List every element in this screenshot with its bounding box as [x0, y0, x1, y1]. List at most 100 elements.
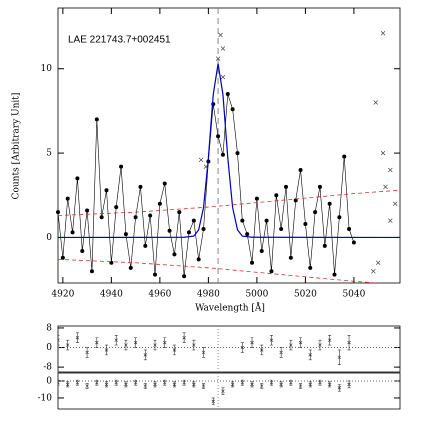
- data-point: [250, 260, 255, 265]
- error-bar: [192, 339, 196, 351]
- y-tick-label: 8: [46, 323, 52, 333]
- error-bar: [240, 342, 245, 353]
- masked-point: [371, 268, 376, 274]
- y-tick-label: 0: [46, 343, 52, 353]
- data-point: [332, 272, 337, 277]
- error-bar: [124, 381, 128, 388]
- plot-frame: [57, 325, 401, 373]
- data-point: [313, 210, 318, 215]
- plot-frame: [57, 7, 401, 284]
- error-bar: [289, 339, 293, 351]
- data-point: [186, 230, 191, 235]
- data-point: [308, 265, 313, 270]
- error-curve: [58, 189, 400, 216]
- data-point: [293, 198, 298, 203]
- error-bar: [308, 381, 312, 388]
- error-bar: [279, 381, 283, 388]
- y-tick-label: 0: [46, 233, 52, 243]
- error-bar: [124, 339, 128, 351]
- error-bar: [308, 349, 312, 361]
- x-tick-label: 4920: [51, 290, 74, 300]
- data-point: [259, 248, 264, 253]
- error-bar: [337, 349, 342, 365]
- data-point: [351, 240, 356, 245]
- data-point: [298, 167, 303, 172]
- data-point: [99, 215, 104, 220]
- data-point: [254, 196, 259, 201]
- error-bar: [85, 383, 89, 389]
- error-bar: [201, 347, 206, 358]
- data-point: [317, 184, 322, 189]
- error-bar: [65, 381, 70, 388]
- error-bar: [279, 347, 283, 358]
- masked-point: [203, 164, 209, 169]
- data-point: [80, 248, 85, 253]
- x-tick-label: 5000: [245, 290, 268, 300]
- data-point: [89, 269, 94, 274]
- error-bar: [153, 339, 157, 351]
- chart-title: LAE 221743.7+002451: [68, 35, 171, 46]
- data-point: [322, 243, 327, 248]
- y-axis-label: Counts [Arbitrary Unit]: [12, 93, 22, 200]
- data-point: [60, 255, 65, 260]
- data-point: [153, 272, 158, 277]
- error-bar: [163, 337, 167, 348]
- error-bar: [211, 397, 215, 406]
- masked-point: [373, 100, 378, 105]
- data-point: [225, 92, 230, 97]
- data-point: [85, 208, 90, 213]
- masked-point: [215, 56, 221, 61]
- data-point: [123, 232, 128, 237]
- error-bar: [85, 347, 89, 358]
- error-bar: [182, 379, 186, 386]
- error-bar: [58, 334, 60, 346]
- data-point: [119, 164, 124, 169]
- data-point: [104, 188, 109, 193]
- error-bar: [153, 381, 157, 388]
- data-point: [167, 228, 172, 233]
- data-point: [94, 117, 99, 122]
- masked-point: [383, 184, 388, 190]
- error-bar: [133, 379, 138, 386]
- data-point: [162, 181, 167, 186]
- data-point: [245, 232, 250, 237]
- error-bar: [104, 381, 109, 388]
- y-tick-label: 0: [46, 376, 52, 386]
- error-bar: [289, 379, 293, 386]
- error-bar: [221, 387, 225, 395]
- error-bar: [143, 349, 148, 361]
- error-bar: [143, 383, 148, 389]
- data-point: [65, 196, 70, 201]
- error-bar: [260, 383, 264, 389]
- error-bar: [182, 332, 186, 343]
- y-tick-label: -10: [38, 393, 53, 403]
- data-point: [75, 176, 80, 181]
- x-tick-label: 4960: [148, 290, 171, 300]
- error-bar: [298, 383, 303, 389]
- fit-line: [58, 63, 400, 239]
- error-bar: [163, 379, 167, 386]
- error-bar: [347, 334, 351, 351]
- data-point: [240, 218, 245, 223]
- error-bar: [269, 334, 274, 346]
- x-tick-label: 4980: [197, 290, 220, 300]
- error-bar: [337, 384, 342, 392]
- data-point: [230, 107, 235, 112]
- data-point: [128, 265, 133, 270]
- x-tick-label: 4940: [100, 290, 123, 300]
- error-bar: [172, 344, 177, 356]
- y-tick-label: 10: [41, 64, 53, 74]
- data-point: [56, 210, 60, 215]
- data-point: [284, 184, 288, 189]
- y-tick-label: -8: [43, 363, 52, 373]
- error-curve: [58, 258, 383, 283]
- error-bar: [114, 379, 118, 386]
- masked-point: [388, 218, 393, 223]
- y-tick-label: 5: [46, 149, 52, 159]
- error-bar: [327, 334, 332, 346]
- x-axis-label: Wavelength [Å]: [195, 302, 265, 314]
- masked-point: [380, 150, 386, 156]
- error-bar: [201, 383, 206, 389]
- spectrum-line: [58, 93, 355, 277]
